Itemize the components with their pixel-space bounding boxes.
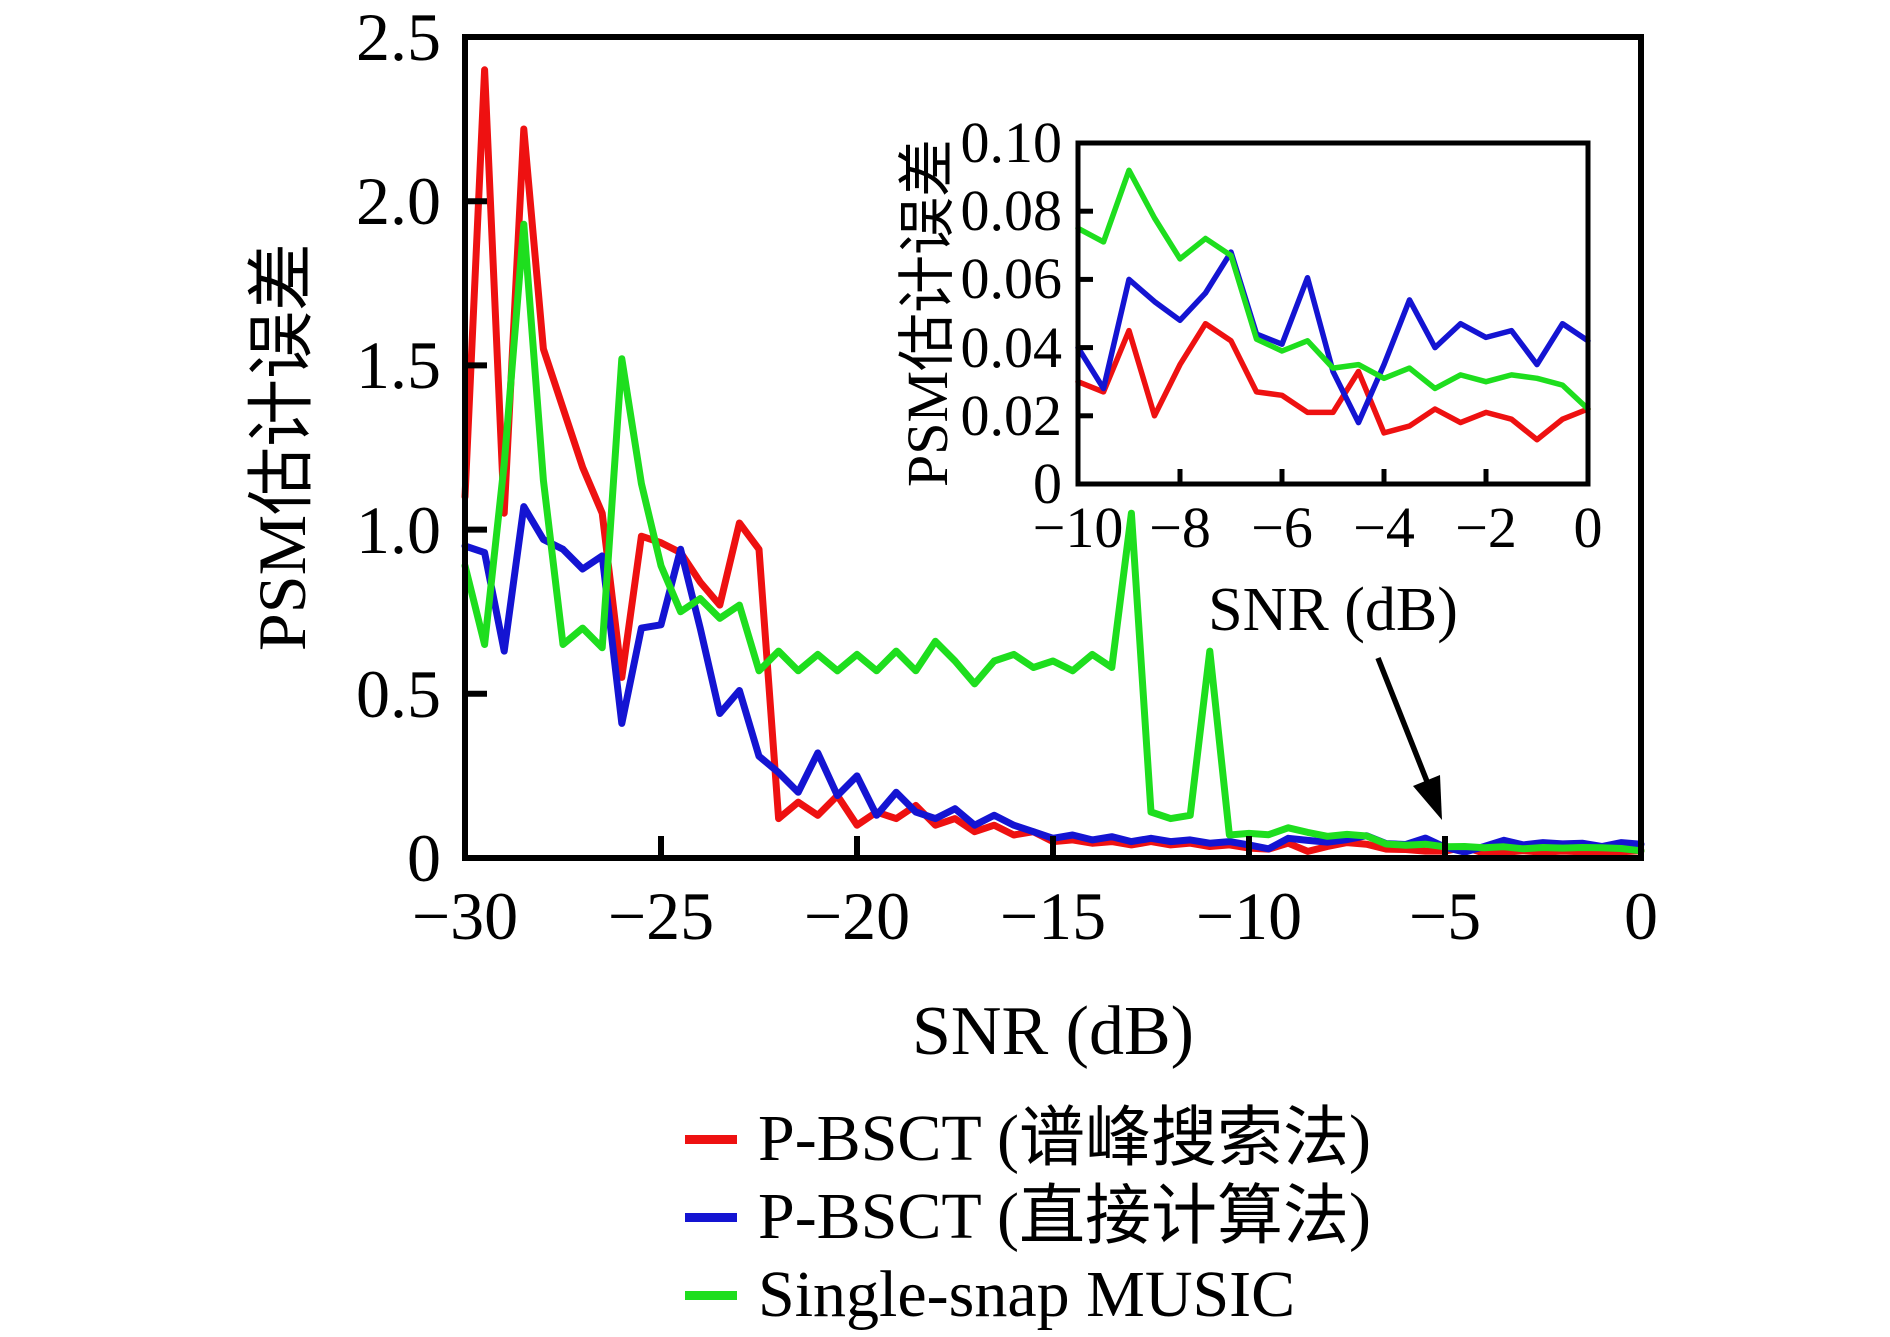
inset-line-pbsct-direct bbox=[1075, 249, 1591, 426]
inset-y-tick-label: 0.10 bbox=[960, 110, 1063, 175]
inset-x-tick-label: −4 bbox=[1353, 495, 1415, 560]
main-y-tick-label: 1.5 bbox=[356, 327, 441, 404]
inset-y-tick-label: 0.02 bbox=[960, 382, 1063, 448]
main-y-tick-label: 0 bbox=[407, 820, 441, 896]
inset-y-tick-label: 0.04 bbox=[960, 314, 1063, 380]
inset-y-axis-label: PSM估计误差 bbox=[895, 138, 960, 488]
main-y-tick-label: 2.0 bbox=[356, 163, 441, 240]
main-x-tick-label: −25 bbox=[607, 878, 715, 954]
inset-x-axis-label: SNR (dB) bbox=[1208, 576, 1458, 644]
main-y-tick-label: 0.5 bbox=[356, 655, 441, 732]
main-x-tick-label: −15 bbox=[999, 878, 1107, 954]
main-y-tick-label: 2.5 bbox=[356, 0, 441, 75]
inset-x-tick-label: −2 bbox=[1455, 495, 1517, 560]
annotation-arrow-shaft bbox=[1375, 656, 1431, 786]
annotation-arrow-head bbox=[1413, 775, 1442, 820]
inset-x-tick-label: −8 bbox=[1149, 495, 1211, 560]
main-x-tick-label: −10 bbox=[1195, 878, 1303, 954]
inset-line-single-snap-music bbox=[1075, 167, 1591, 412]
inset-x-tick-label: 0 bbox=[1573, 495, 1603, 560]
inset-y-tick-label: 0 bbox=[1033, 451, 1062, 516]
inset-plot-border bbox=[1075, 140, 1591, 487]
main-x-axis-label: SNR (dB) bbox=[912, 993, 1194, 1070]
inset-x-tick-label: −10 bbox=[1032, 495, 1124, 560]
main-x-tick-label: −30 bbox=[411, 878, 519, 954]
inset-y-tick-label: 0.06 bbox=[960, 246, 1063, 312]
main-x-tick-label: −20 bbox=[803, 878, 911, 954]
main-x-tick-label: −5 bbox=[1408, 878, 1482, 954]
main-y-tick-label: 1.0 bbox=[356, 491, 441, 568]
inset-line-pbsct-peak-search bbox=[1075, 320, 1591, 443]
main-x-tick-label: 0 bbox=[1624, 878, 1658, 954]
inset-y-tick-label: 0.08 bbox=[960, 178, 1063, 244]
inset-x-tick-label: −6 bbox=[1251, 495, 1313, 560]
